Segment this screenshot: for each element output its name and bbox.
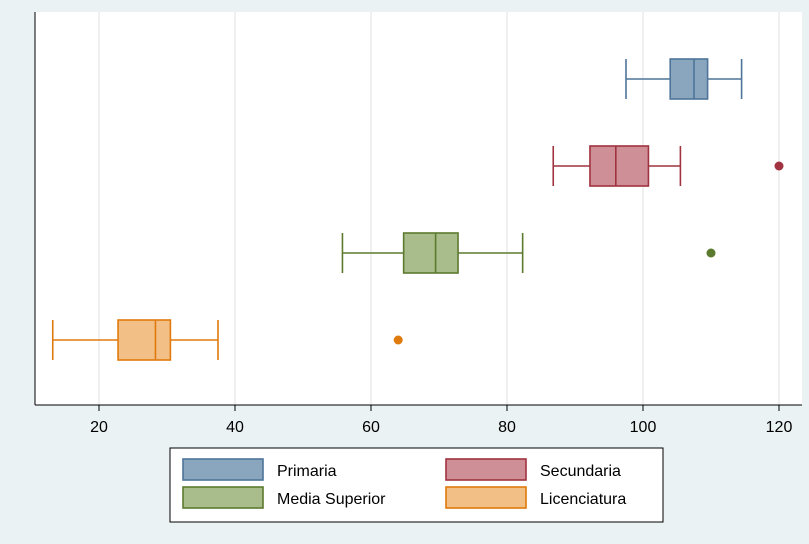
legend-label-3: Licenciatura [540,491,626,508]
gridlines [98,12,780,405]
x-tick-label-5: 120 [766,419,793,436]
x-axis-ticks: 20 40 60 80 100 120 [90,405,792,436]
box-iqr-3 [117,319,172,361]
box-iqr-2 [402,232,459,274]
x-tick-label-1: 40 [226,419,244,436]
legend-label-2: Media Superior [277,491,386,508]
box-iqr-1 [589,145,650,187]
legend-label-0: Primaria [277,463,337,480]
outlier-point-2-0 [706,248,716,258]
boxes [51,58,784,361]
outlier-point-3-0 [393,335,403,345]
legend-swatch-3 [445,486,527,509]
box-group-0 [625,58,743,100]
legend: Primaria Secundaria Media Superior Licencia… [169,447,664,523]
legend-swatch-2 [182,486,264,509]
x-tick-label-0: 20 [90,419,108,436]
legend-swatch-1 [445,458,527,481]
box-iqr-0 [669,58,709,100]
x-tick-label-4: 100 [630,419,657,436]
legend-swatch-0 [182,458,264,481]
outlier-point-1-0 [774,161,784,171]
box-group-3 [51,319,403,361]
x-tick-label-3: 80 [498,419,516,436]
box-group-1 [552,145,784,187]
x-tick-label-2: 60 [362,419,380,436]
box-group-2 [341,232,716,274]
legend-label-1: Secundaria [540,463,621,480]
